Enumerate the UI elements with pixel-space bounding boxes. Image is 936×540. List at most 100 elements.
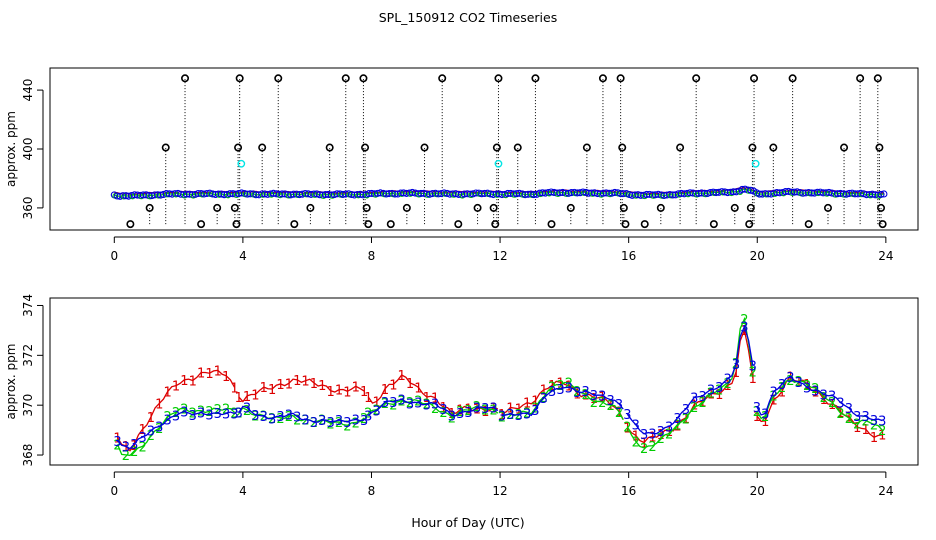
series-1-marker: 1: [623, 422, 631, 437]
x-tick-label: 0: [110, 249, 118, 263]
series-2-marker: 2: [615, 406, 623, 421]
series-1-marker: 1: [648, 430, 656, 445]
series-2-point: [398, 191, 405, 197]
chart-title: SPL_150912 CO2 Timeseries: [379, 10, 557, 25]
series-3-marker: 3: [498, 410, 506, 425]
series-2-marker: 2: [364, 406, 372, 421]
series-2-marker: 2: [598, 396, 606, 411]
series-3-marker: 3: [732, 358, 740, 373]
series-1-marker: 1: [276, 378, 284, 393]
outlier-point: [748, 143, 757, 152]
outlier-point: [161, 143, 170, 152]
series-3-marker: 3: [590, 389, 598, 404]
series-2-marker: 2: [235, 407, 243, 422]
outlier-point: [656, 203, 665, 212]
series-3-point: [880, 190, 888, 198]
series-2-marker: 2: [828, 396, 836, 411]
series-3-marker: 3: [343, 416, 351, 431]
series-1-marker: 1: [590, 392, 598, 407]
x-axis-label: Hour of Day (UTC): [411, 515, 524, 530]
outlier-point: [290, 220, 299, 229]
series-2-marker: 2: [640, 442, 648, 457]
series-2-point: [164, 191, 171, 198]
series-3-marker: 3: [811, 384, 819, 399]
series-3-marker: 3: [147, 425, 155, 440]
outlier-point: [804, 220, 813, 229]
x-tick-label: 20: [750, 484, 765, 498]
series-3-marker: 3: [214, 407, 222, 422]
x-tick-label: 8: [368, 484, 376, 498]
series-1-marker: 1: [761, 415, 769, 430]
series-3-marker: 3: [406, 397, 414, 412]
series-2-marker: 2: [490, 404, 498, 419]
series-1-marker: 1: [640, 437, 648, 452]
x-axis: 0 4 8 12 16 20 24: [110, 236, 893, 263]
series-3-marker: 3: [632, 419, 640, 434]
series-1-marker: 1: [285, 377, 293, 392]
series-2-marker: 2: [682, 413, 690, 428]
series-1-marker: 1: [352, 380, 360, 395]
series-2-marker: 2: [607, 399, 615, 414]
series-3-marker: 3: [682, 403, 690, 418]
series-1-marker: 1: [147, 411, 155, 426]
outlier-point: [875, 143, 884, 152]
series-1-marker: 1: [414, 381, 422, 396]
series-1-marker: 1: [406, 377, 414, 392]
y-axis: 368 370 372 374: [21, 294, 44, 466]
outlier-point: [181, 74, 190, 83]
outlier-point: [420, 143, 429, 152]
series-3-marker: 3: [360, 414, 368, 429]
series-2-marker: 2: [301, 413, 309, 428]
series-2-marker: 2: [623, 420, 631, 435]
series-3-marker: 3: [293, 410, 301, 425]
series-2-marker: 2: [189, 406, 197, 421]
series-1-marker: 1: [581, 388, 589, 403]
x-tick-label: 24: [878, 484, 893, 498]
series-3-marker: 3: [531, 404, 539, 419]
series-2-marker: 2: [749, 365, 757, 380]
outlier-point: [873, 74, 882, 83]
series-2-marker: 2: [740, 313, 748, 328]
series-1-marker: 1: [690, 398, 698, 413]
series-3-marker: 3: [540, 392, 548, 407]
series-2-point: [450, 192, 457, 198]
series-2-marker: 2: [690, 401, 698, 416]
series-3-marker: 3: [803, 381, 811, 396]
outlier-point: [306, 203, 315, 212]
series-3-marker: 3: [122, 440, 130, 455]
series-2-marker: 2: [327, 417, 335, 432]
series-1-marker: 1: [665, 425, 673, 440]
series-2-marker: 2: [770, 390, 778, 405]
outlier-point: [258, 143, 267, 152]
outlier-point: [877, 203, 886, 212]
series-1-marker: 1: [251, 388, 259, 403]
series-2-marker: 2: [260, 410, 268, 425]
series-2-marker: 2: [343, 419, 351, 434]
outlier-point: [616, 74, 625, 83]
series-2-marker: 2: [836, 407, 844, 422]
series-1-marker: 1: [222, 370, 230, 385]
outlier-point: [274, 74, 283, 83]
outlier-point: [235, 74, 244, 83]
series-2-marker: 2: [820, 391, 828, 406]
series-3-marker: 3: [389, 396, 397, 411]
series-1-marker: 1: [786, 371, 794, 386]
series-3-marker: 3: [481, 402, 489, 417]
outlier-point: [213, 203, 222, 212]
series-2-marker: 2: [389, 398, 397, 413]
series-1-line: [756, 375, 883, 438]
series-3-line: [367, 398, 499, 417]
series-1-marker: 1: [861, 423, 869, 438]
series-3-marker: 3: [113, 435, 121, 450]
series-1-marker: 1: [268, 383, 276, 398]
series-1-marker: 1: [122, 440, 130, 455]
series-3-marker: 3: [222, 408, 230, 423]
series-1-marker: 1: [318, 379, 326, 394]
series-1-marker: 1: [556, 376, 564, 391]
series-2-marker: 2: [648, 440, 656, 455]
cyan-point: [494, 159, 503, 168]
series-3-marker: 3: [845, 402, 853, 417]
series-1-marker: 1: [398, 369, 406, 384]
series-1-line: [238, 378, 365, 403]
